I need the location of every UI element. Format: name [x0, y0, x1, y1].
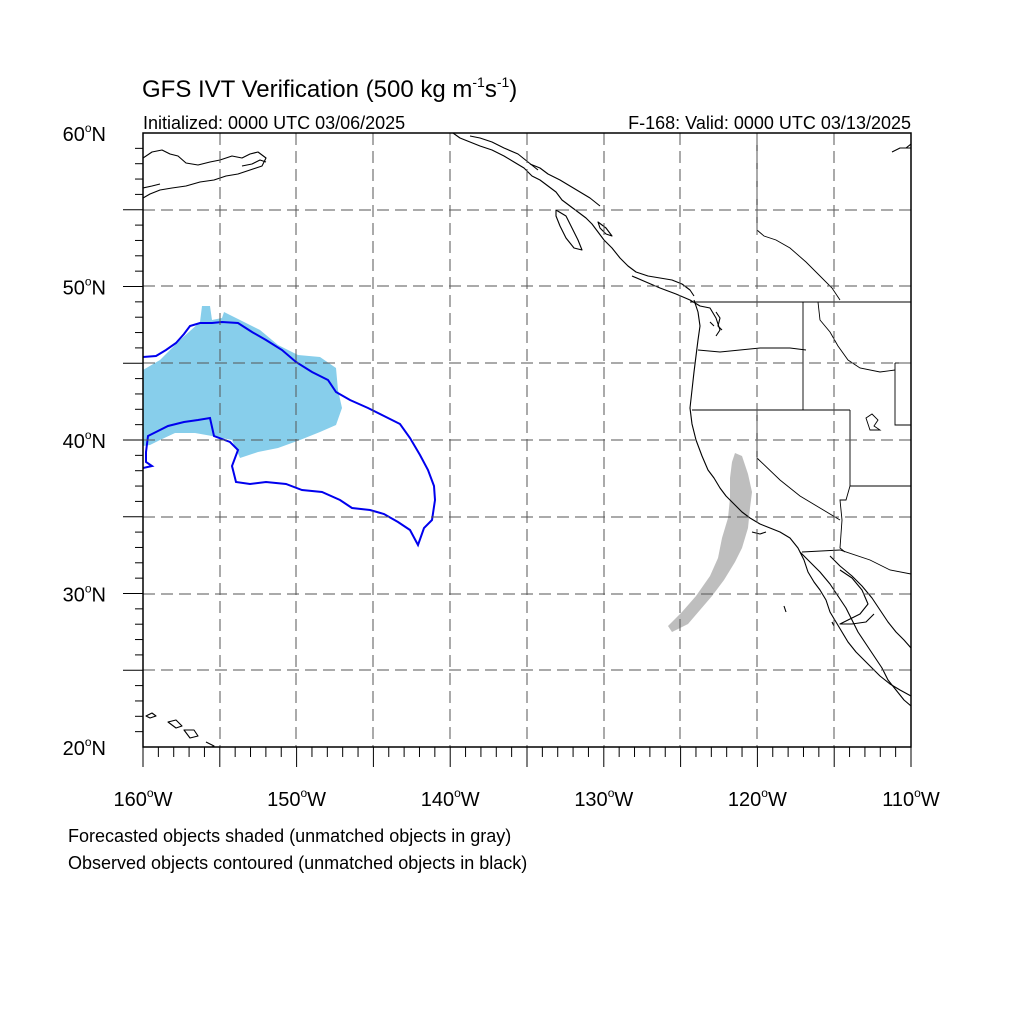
initialized-label: Initialized: 0000 UTC 03/06/2025 — [143, 113, 405, 133]
lat-label: 60oN — [63, 121, 106, 146]
graticule — [143, 133, 911, 747]
coastlines — [143, 133, 911, 747]
figure-title: GFS IVT Verification (500 kg m-1s-1) — [142, 74, 517, 103]
lat-label: 40oN — [63, 428, 106, 453]
longitude-labels: 160oW 150oW 140oW 130oW 120oW 110oW — [114, 786, 940, 811]
lat-label: 20oN — [63, 735, 106, 760]
lat-label: 30oN — [63, 582, 106, 607]
lon-label: 120oW — [728, 786, 787, 811]
caption-forecast: Forecasted objects shaded (unmatched obj… — [68, 826, 512, 846]
observed-object-matched — [143, 320, 437, 548]
lat-label: 50oN — [63, 275, 106, 300]
lon-label: 140oW — [421, 786, 480, 811]
lon-label: 130oW — [574, 786, 633, 811]
lon-label: 150oW — [267, 786, 326, 811]
caption-observed: Observed objects contoured (unmatched ob… — [68, 853, 528, 873]
lon-label: 110oW — [882, 786, 940, 811]
forecast-object-unmatched — [668, 453, 752, 632]
lon-label: 160oW — [114, 786, 173, 811]
axis-ticks — [123, 147, 912, 767]
latitude-labels: 20oN 30oN 40oN 50oN 60oN — [63, 121, 106, 760]
valid-label: F-168: Valid: 0000 UTC 03/13/2025 — [628, 113, 911, 133]
